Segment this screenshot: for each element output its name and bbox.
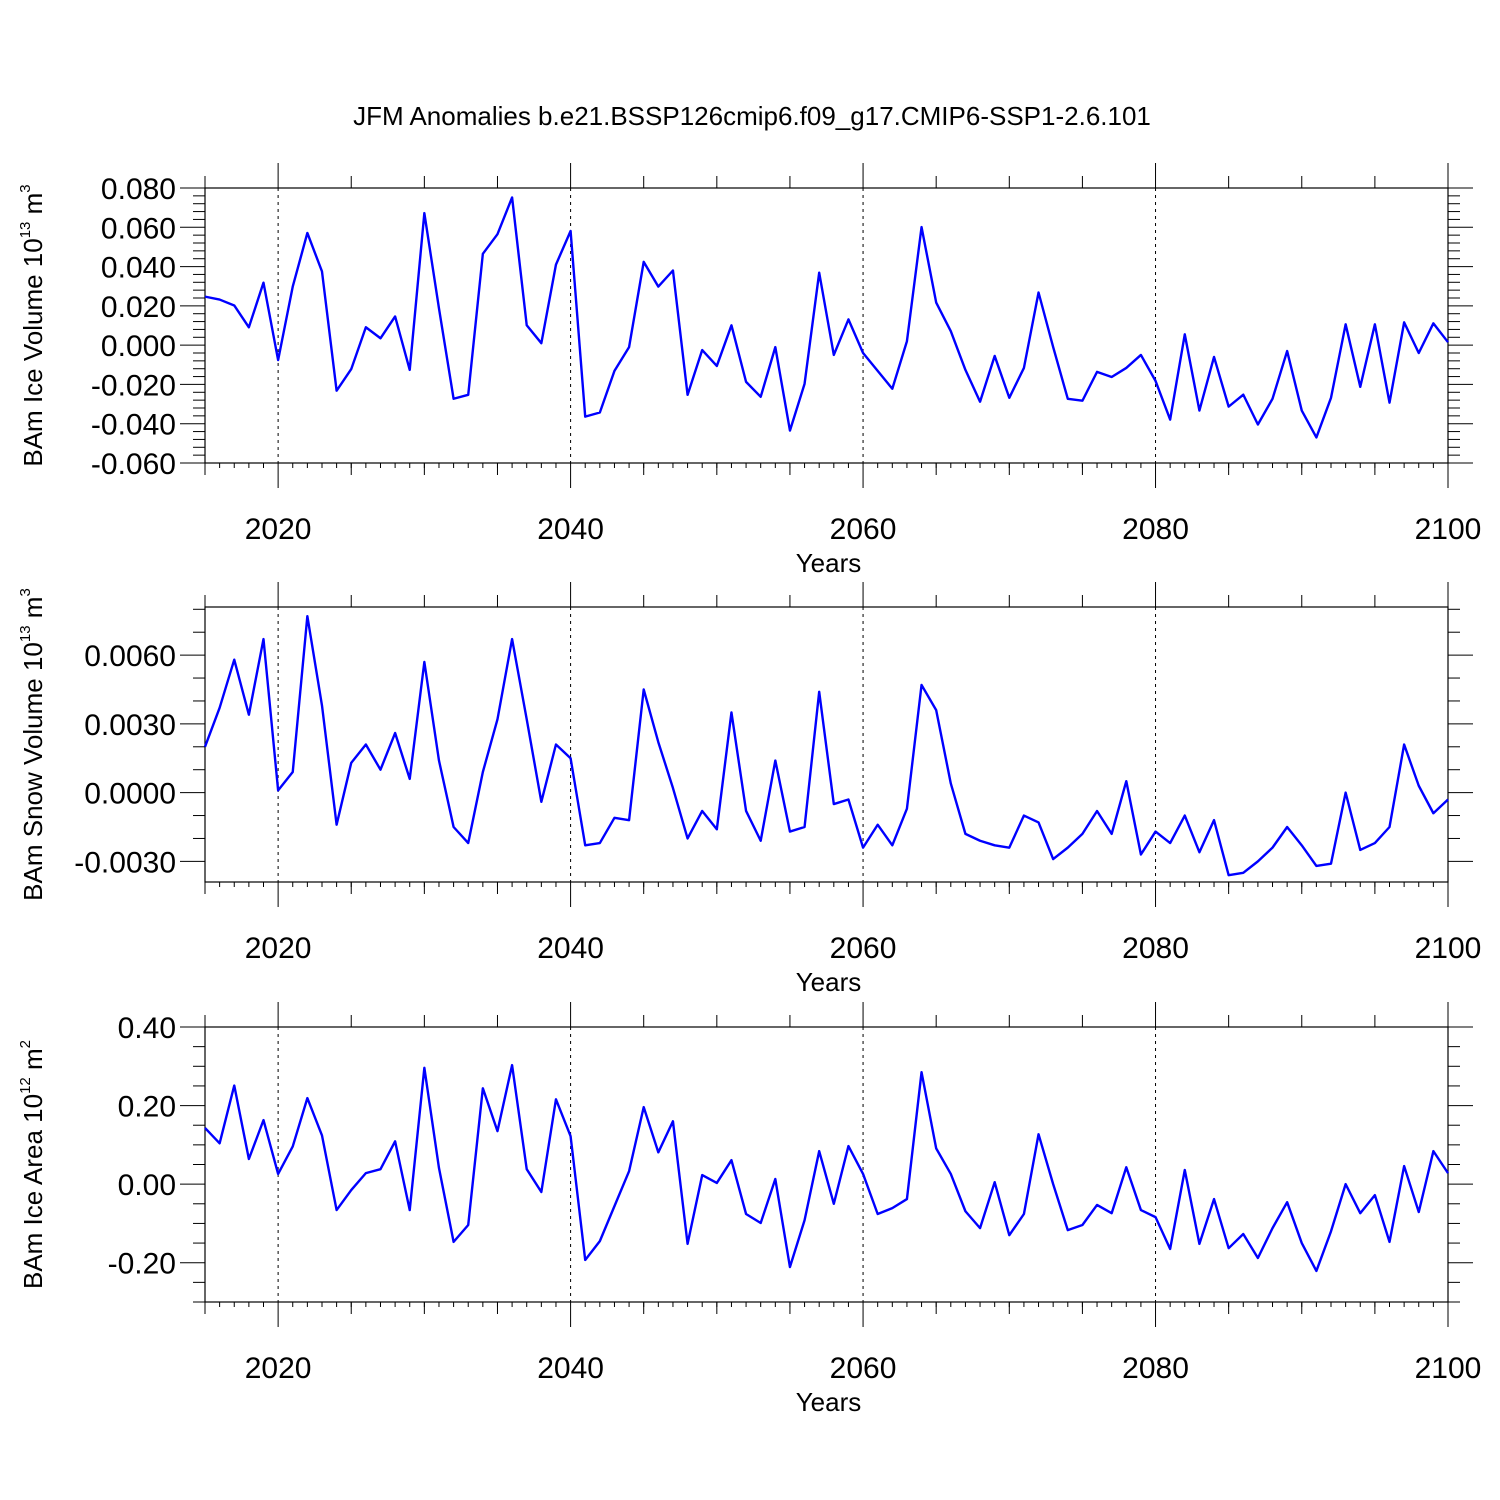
chart-0-xtick-label: 2020	[245, 513, 312, 546]
chart-0-ytick-label: 0.060	[101, 212, 176, 245]
panel-ice-area: 0.40 0.20 0.00 -0.20 2020 2040 2060 2080 2100 Yea…	[17, 1002, 1481, 1417]
chart-1-xlabel: Years	[796, 967, 862, 997]
chart-2-series-line-0	[204, 1063, 1449, 1273]
chart-0-series-line-0	[204, 196, 1449, 439]
chart-0-ytick-label: -0.020	[91, 369, 176, 402]
figure-title: JFM Anomalies b.e21.BSSP126cmip6.f09_g17…	[353, 101, 1151, 131]
chart-0-xtick-label: 2100	[1415, 513, 1482, 546]
chart-0-ylabel: BAm Ice Volume 1013 m3	[17, 184, 48, 466]
chart-0-ytick-label: 0.020	[101, 291, 176, 324]
chart-0-ytick-label: 0.040	[101, 252, 176, 285]
chart-1-xtick-label: 2020	[245, 932, 312, 965]
chart-2-xlabel: Years	[796, 1387, 862, 1417]
chart-0-plot-frame	[204, 187, 1449, 464]
chart-2-ylabel: BAm Ice Area 1012 m2	[17, 1040, 48, 1289]
chart-1-xtick-label: 2060	[830, 932, 897, 965]
chart-0-xtick-label: 2060	[830, 513, 897, 546]
chart-2-ytick-label: 0.00	[118, 1169, 176, 1202]
chart-2-ytick-label: 0.20	[118, 1091, 176, 1124]
chart-1-ylabel: BAm Snow Volume 1013 m3	[17, 588, 48, 901]
chart-0-xlabel: Years	[796, 548, 862, 578]
chart-1-ytick-label: 0.0000	[84, 778, 176, 811]
panel-ice-volume: 0.080 0.060 0.040 0.020 0.000 -0.020 -0.040 -0.…	[17, 163, 1481, 578]
chart-1-xtick-label: 2100	[1415, 932, 1482, 965]
chart-2-xtick-label: 2100	[1415, 1352, 1482, 1385]
chart-1-xtick-label: 2080	[1122, 932, 1189, 965]
chart-1-ytick-label: 0.0030	[84, 709, 176, 742]
chart-2-xtick-label: 2040	[537, 1352, 604, 1385]
chart-0-xtick-label: 2040	[537, 513, 604, 546]
chart-2-xtick-label: 2080	[1122, 1352, 1189, 1385]
chart-0-ytick-label: 0.000	[101, 330, 176, 363]
chart-0-ytick-label: -0.060	[91, 448, 176, 481]
chart-1-xtick-label: 2040	[537, 932, 604, 965]
chart-0-ytick-label: -0.040	[91, 409, 176, 442]
chart-1-series-line-0	[203, 614, 1449, 877]
chart-2-plot-frame	[204, 1026, 1449, 1303]
chart-2-xtick-label: 2020	[245, 1352, 312, 1385]
chart-2-xtick-label: 2060	[830, 1352, 897, 1385]
chart-2-ytick-label: -0.20	[108, 1248, 176, 1281]
chart-1-ytick-label: 0.0060	[84, 640, 176, 673]
chart-2-ytick-label: 0.40	[118, 1012, 176, 1045]
chart-0-xtick-label: 2080	[1122, 513, 1189, 546]
chart-0-ytick-label: 0.080	[101, 173, 176, 206]
chart-1-ytick-label: -0.0030	[74, 846, 176, 879]
panel-snow-volume: 0.0060 0.0030 0.0000 -0.0030 2020 2040 2060 208…	[17, 582, 1481, 997]
